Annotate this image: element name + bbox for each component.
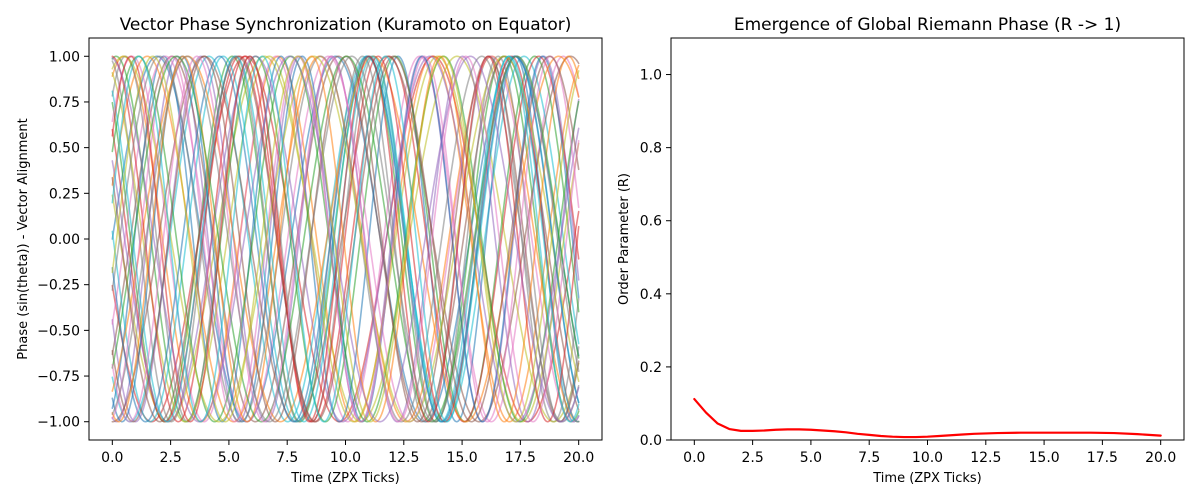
x-tick-label: 20.0 xyxy=(563,450,594,466)
x-tick-label: 20.0 xyxy=(1145,450,1176,466)
order-parameter-line xyxy=(693,397,1162,439)
x-tick-label: 0.0 xyxy=(101,450,123,466)
phase-series-line xyxy=(111,55,580,423)
right-x-ticks: 0.0 2.5 5.0 7.5 10.0 12.5 15.0 17.5 20.0 xyxy=(683,440,1176,466)
x-tick-label: 7.5 xyxy=(276,450,298,466)
phase-series-line xyxy=(111,55,580,423)
x-tick-label: 2.5 xyxy=(159,450,181,466)
right-chart-title: Emergence of Global Riemann Phase (R -> … xyxy=(734,15,1121,35)
x-tick-label: 10.0 xyxy=(330,450,361,466)
x-tick-label: 0.0 xyxy=(683,450,705,466)
x-tick-label: 15.0 xyxy=(447,450,478,466)
y-tick-label: 0.4 xyxy=(640,287,662,303)
left-series-lines xyxy=(111,55,580,423)
y-tick-label: 0.75 xyxy=(49,95,80,111)
y-tick-label: −0.75 xyxy=(37,369,80,385)
left-y-ticks: −1.00 −0.75 −0.50 −0.25 0.00 0.25 0.50 0.75 1.00 xyxy=(37,49,89,431)
y-tick-label: 1.0 xyxy=(640,68,662,84)
y-tick-label: 0.8 xyxy=(640,141,662,157)
y-tick-label: 0.25 xyxy=(49,186,80,202)
order-parameter-panel: Emergence of Global Riemann Phase (R -> … xyxy=(617,15,1185,486)
right-y-axis-label: Order Parameter (R) xyxy=(617,173,632,305)
x-tick-label: 7.5 xyxy=(858,450,880,466)
x-tick-label: 12.5 xyxy=(970,450,1001,466)
phase-series-line xyxy=(111,55,580,423)
phase-sync-panel: Vector Phase Synchronization (Kuramoto o… xyxy=(16,15,603,486)
left-chart-title: Vector Phase Synchronization (Kuramoto o… xyxy=(120,15,572,35)
phase-series-line xyxy=(111,55,580,423)
left-x-axis-label: Time (ZPX Ticks) xyxy=(290,471,399,486)
x-tick-label: 5.0 xyxy=(218,450,240,466)
phase-series-line xyxy=(111,55,580,423)
right-x-axis-label: Time (ZPX Ticks) xyxy=(872,471,981,486)
x-tick-label: 12.5 xyxy=(388,450,419,466)
phase-series-line xyxy=(111,55,580,423)
y-tick-label: 0.6 xyxy=(640,214,662,230)
y-tick-label: 0.50 xyxy=(49,141,80,157)
phase-series-line xyxy=(111,55,580,423)
y-tick-label: 0.0 xyxy=(640,433,662,449)
x-tick-label: 10.0 xyxy=(912,450,943,466)
x-tick-label: 2.5 xyxy=(741,450,763,466)
phase-series-line xyxy=(111,55,580,423)
x-tick-label: 5.0 xyxy=(800,450,822,466)
phase-series-line xyxy=(111,55,580,423)
left-x-ticks: 0.0 2.5 5.0 7.5 10.0 12.5 15.0 17.5 20.0 xyxy=(101,440,594,466)
phase-series-line xyxy=(111,55,580,423)
y-tick-label: −0.50 xyxy=(37,323,80,339)
x-tick-label: 17.5 xyxy=(505,450,536,466)
phase-series-line xyxy=(111,55,580,423)
x-tick-label: 15.0 xyxy=(1029,450,1060,466)
y-tick-label: −1.00 xyxy=(37,415,80,431)
y-tick-label: −0.25 xyxy=(37,278,80,294)
phase-series-line xyxy=(111,55,580,423)
left-y-axis-label: Phase (sin(theta)) - Vector Alignment xyxy=(16,118,31,359)
phase-series-line xyxy=(111,55,580,423)
x-tick-label: 17.5 xyxy=(1087,450,1118,466)
phase-series-line xyxy=(111,55,580,423)
right-y-ticks: 0.0 0.2 0.4 0.6 0.8 1.0 xyxy=(640,68,671,449)
right-series-lines xyxy=(693,397,1162,439)
phase-series-line xyxy=(111,55,580,423)
y-tick-label: 0.00 xyxy=(49,232,80,248)
y-tick-label: 0.2 xyxy=(640,360,662,376)
y-tick-label: 1.00 xyxy=(49,49,80,65)
